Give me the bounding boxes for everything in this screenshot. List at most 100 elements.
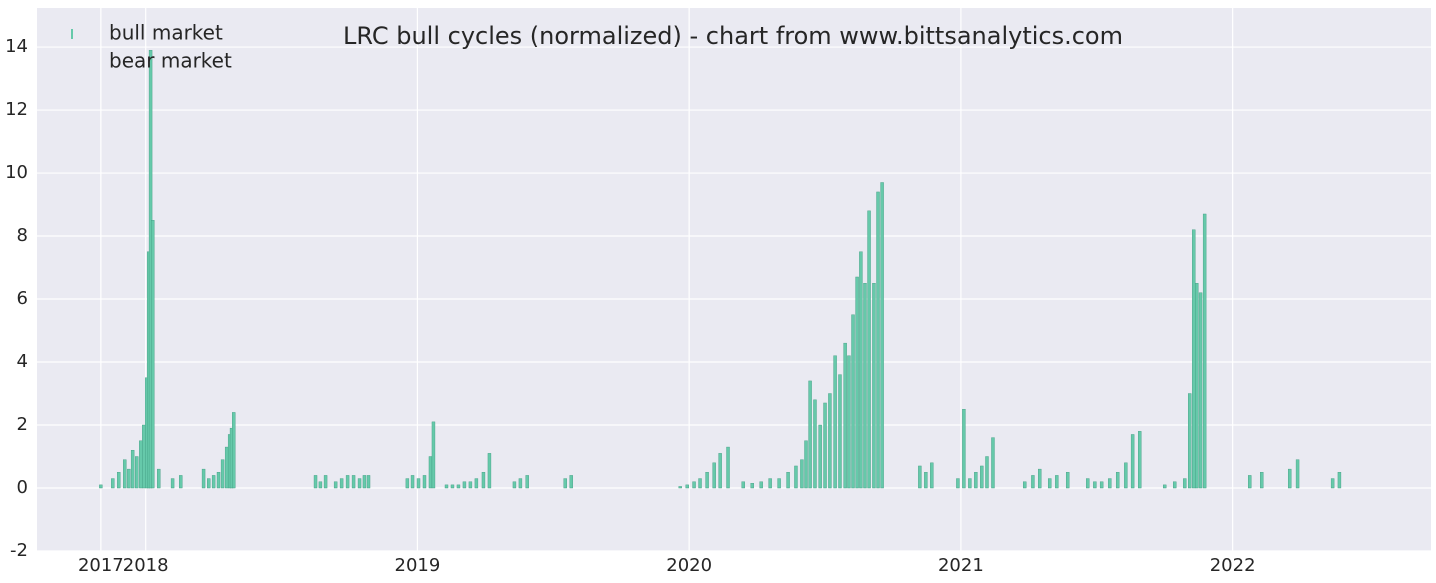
bar	[512, 481, 517, 489]
y-tick-label: 6	[17, 288, 28, 309]
legend-marker	[71, 57, 73, 67]
bar	[768, 478, 772, 489]
bar	[1055, 475, 1059, 489]
bar	[718, 453, 722, 489]
bar	[1031, 475, 1035, 489]
bar	[962, 409, 966, 489]
bar	[759, 481, 763, 489]
bar	[518, 478, 523, 489]
bar	[741, 481, 745, 489]
bar	[157, 468, 161, 489]
bar	[1093, 481, 1097, 489]
bar	[1295, 459, 1300, 489]
bar	[833, 355, 837, 489]
bar	[1173, 481, 1177, 489]
bar	[867, 210, 871, 489]
bar	[800, 459, 804, 489]
x-tick-label: 2017	[78, 555, 124, 576]
bar	[692, 481, 696, 489]
bar	[813, 399, 817, 489]
bar	[232, 412, 236, 489]
bar	[569, 475, 573, 489]
legend-label: bull market	[109, 21, 223, 45]
x-tick-label: 2018	[123, 555, 169, 576]
bar	[705, 472, 709, 489]
bar	[843, 342, 847, 489]
x-tick-label: 2021	[938, 555, 984, 576]
bar	[428, 456, 433, 489]
bar	[224, 446, 229, 489]
bar	[362, 475, 367, 489]
x-tick-label: 2020	[666, 555, 712, 576]
bar	[818, 424, 822, 489]
chart-title: LRC bull cycles (normalized) - chart fro…	[343, 22, 1123, 50]
y-tick-label: 12	[5, 99, 28, 120]
bar	[918, 465, 922, 489]
bars	[99, 50, 1342, 489]
bar	[808, 380, 812, 489]
bar	[863, 283, 867, 489]
bar	[855, 276, 859, 489]
bar	[487, 453, 492, 489]
bar	[563, 478, 567, 489]
bar	[678, 486, 682, 489]
bar	[1330, 478, 1335, 489]
bar	[323, 475, 328, 489]
bar	[135, 456, 139, 489]
bar	[201, 468, 206, 489]
bar	[980, 465, 984, 489]
bar	[123, 459, 127, 489]
bar	[1202, 213, 1207, 489]
bar	[851, 314, 855, 489]
y-tick-label: 8	[17, 225, 28, 246]
bar	[111, 478, 115, 489]
bar	[1260, 472, 1264, 489]
bar	[318, 481, 323, 489]
bar	[685, 484, 689, 489]
x-tick-label: 2019	[395, 555, 441, 576]
bar	[794, 465, 798, 489]
bar	[416, 478, 421, 489]
bar	[1138, 431, 1142, 489]
y-tick-label: 4	[17, 351, 28, 372]
x-tick-label: 2022	[1210, 555, 1256, 576]
bar	[410, 475, 415, 489]
bar	[366, 475, 371, 489]
bar	[99, 484, 103, 489]
bar	[127, 468, 131, 489]
bar	[968, 478, 972, 489]
bar	[220, 459, 225, 489]
labels: -2 0 2 4 6 8 10 12 14 2017 2018 2019 2020 2021 2022	[5, 36, 1255, 576]
bar	[1195, 283, 1199, 489]
bar	[828, 393, 832, 489]
bar	[351, 475, 356, 489]
bar	[456, 484, 461, 489]
bar	[804, 440, 808, 489]
bar	[525, 475, 529, 489]
bar	[117, 472, 121, 489]
y-tick-label: 0	[17, 477, 28, 498]
bar	[876, 191, 880, 489]
bar	[139, 440, 143, 489]
bar	[1124, 462, 1128, 489]
bar	[1337, 472, 1342, 489]
bar	[838, 374, 842, 489]
bar	[1287, 468, 1292, 489]
y-tick-label: -2	[10, 540, 28, 561]
bar	[170, 478, 175, 489]
bar	[179, 475, 183, 489]
bar	[1162, 484, 1167, 489]
bar	[1130, 434, 1135, 489]
bar	[405, 478, 410, 489]
bar	[468, 481, 473, 489]
bar	[1187, 393, 1192, 489]
bar	[462, 481, 467, 489]
bar	[1108, 478, 1112, 489]
bar	[930, 462, 934, 489]
bar	[207, 478, 211, 489]
bar	[313, 475, 318, 489]
bar	[422, 475, 427, 489]
legend: bull market bear market	[71, 21, 232, 73]
bar	[847, 355, 851, 489]
